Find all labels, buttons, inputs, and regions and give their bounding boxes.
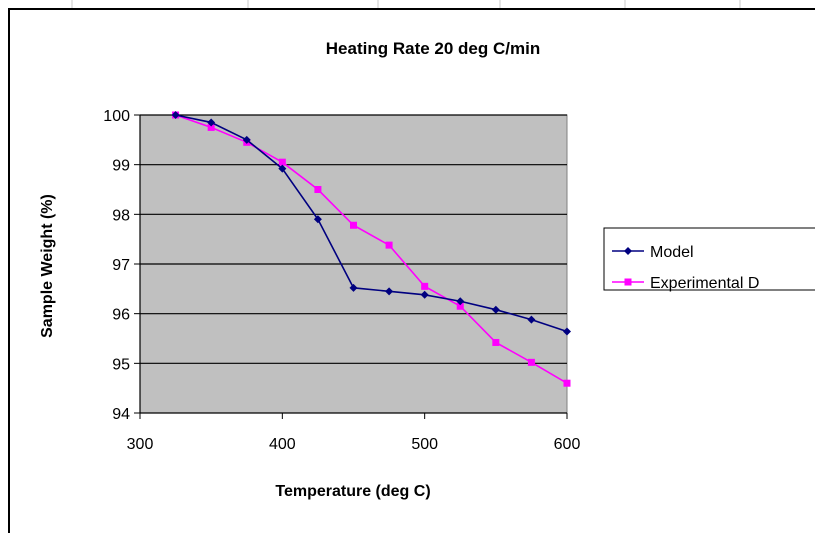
y-tick-label: 98 [112, 207, 130, 224]
data-point [527, 358, 535, 366]
data-point [491, 305, 500, 314]
legend-label: Model [650, 244, 694, 261]
series-line [175, 114, 568, 384]
data-point [563, 379, 571, 387]
x-tick-label: 600 [554, 436, 581, 453]
x-tick-label: 500 [411, 436, 438, 453]
x-axis-ticks: 300 400 500 600 [127, 413, 581, 453]
chart-title: Heating Rate 20 deg C/min [326, 39, 540, 58]
data-point [456, 297, 465, 306]
line-chart: Heating Rate 20 deg C/min 94 95 96 97 98 99 10… [39, 39, 815, 500]
x-tick-label: 300 [127, 436, 154, 453]
legend-label: Experimental D [650, 275, 759, 292]
data-point [527, 315, 536, 324]
chart-area[interactable]: Heating Rate 20 deg C/min 94 95 96 97 98 99 10… [8, 8, 815, 533]
data-point [420, 290, 429, 299]
x-axis-label: Temperature (deg C) [275, 483, 430, 500]
legend-box [603, 227, 815, 291]
data-point [242, 135, 251, 144]
data-point [313, 215, 322, 224]
y-tick-label: 97 [112, 257, 130, 274]
y-tick-label: 99 [112, 158, 130, 175]
gridlines [140, 114, 567, 364]
data-point [563, 327, 571, 336]
legend[interactable]: Model Experimental D [603, 227, 815, 292]
data-point [278, 164, 287, 173]
y-tick-label: 94 [112, 406, 130, 423]
series-model [171, 111, 571, 336]
y-tick-label: 95 [112, 356, 130, 373]
legend-marker [624, 247, 632, 255]
legend-items: Model Experimental D [612, 244, 759, 292]
legend-entry: Experimental D [612, 275, 759, 292]
series-line [175, 114, 568, 333]
data-point [421, 282, 429, 290]
data-point [171, 111, 180, 119]
data-point [207, 123, 215, 131]
legend-marker [624, 278, 632, 286]
data-point [456, 302, 464, 310]
data-point [350, 221, 357, 229]
data-point [492, 338, 500, 346]
x-tick-label: 400 [269, 436, 296, 453]
legend-entry: Model [612, 244, 694, 261]
data-point [385, 241, 393, 249]
y-tick-label: 96 [112, 307, 130, 324]
y-axis-label: Sample Weight (%) [39, 194, 56, 338]
series-group [171, 111, 571, 387]
data-point [349, 283, 358, 292]
data-point [385, 287, 394, 296]
data-point [314, 186, 322, 193]
data-point [207, 118, 216, 127]
y-tick-label: 100 [103, 108, 130, 125]
data-point [278, 158, 286, 166]
y-axis-ticks: 94 95 96 97 98 99 100 [103, 108, 140, 423]
